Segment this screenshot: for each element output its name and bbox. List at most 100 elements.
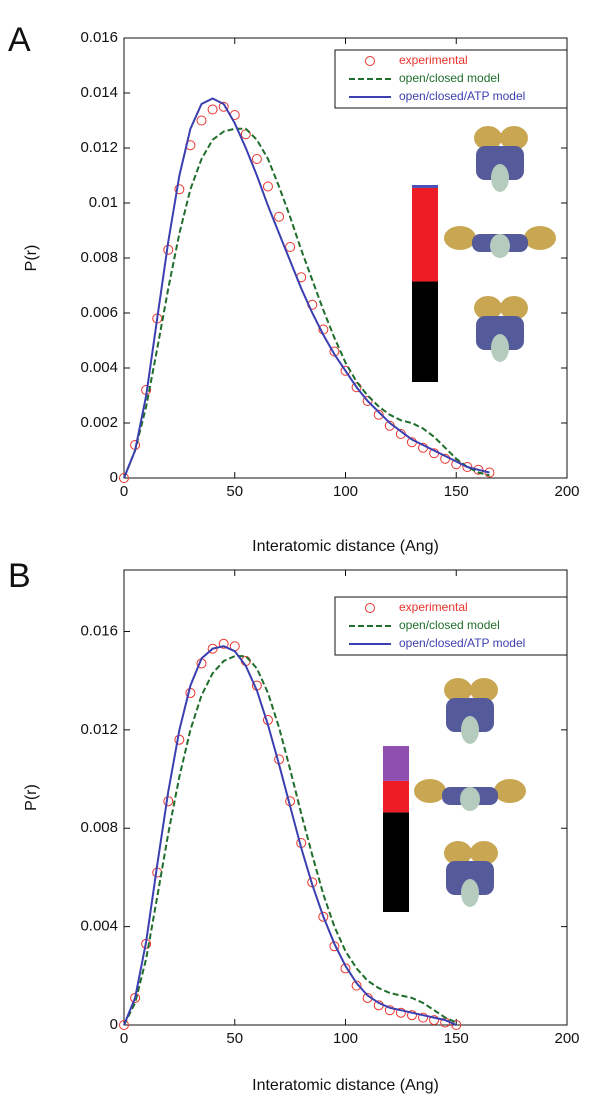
data-point [351,980,362,991]
y-tick-label: 0.008 [80,819,118,836]
inset-bar-segment [412,185,438,188]
x-axis-label: Interatomic distance (Ang) [252,538,439,555]
series-line [123,655,457,1026]
x-tick-label: 0 [120,483,128,500]
molecule-part [524,226,556,250]
x-tick-label: 150 [444,1030,469,1047]
molecule-part [461,879,479,907]
data-point [218,101,229,112]
series-line [123,645,457,1026]
inset-bar-segment [383,812,409,912]
panel-label: A [8,21,31,59]
legend-marker [365,603,375,613]
y-tick-label: 0.004 [80,918,118,935]
molecule-part [460,787,480,811]
y-axis-label: P(r) [23,784,40,811]
panel-label: B [8,557,31,595]
molecule-image [414,779,526,811]
data-point [373,409,384,420]
x-tick-label: 150 [444,483,469,500]
molecule-part [470,841,498,865]
legend-text: open/closed model [399,618,500,632]
data-point [251,154,262,164]
molecule-part [474,296,502,320]
y-axis-label: P(r) [23,245,40,272]
y-tick-label: 0 [110,469,118,486]
molecule-part [446,861,494,895]
y-tick-label: 0.004 [80,359,118,376]
data-point [318,911,329,922]
molecule-part [491,164,509,192]
molecule-image [474,126,528,192]
inset-bar-segment [412,281,438,382]
data-point [119,473,129,483]
legend-text: experimental [399,53,468,67]
data-point [119,1020,129,1030]
y-tick-label: 0.016 [80,622,118,639]
data-point [451,1020,462,1030]
y-tick-label: 0.014 [80,84,118,101]
inset-bar-segment [412,187,438,282]
data-point [285,242,296,252]
data-point [262,181,273,192]
legend-text: open/closed model [399,71,500,85]
data-point [207,104,218,115]
legend-marker [365,56,375,66]
molecule-part [446,698,494,732]
molecule-image [474,296,528,362]
x-tick-label: 0 [120,1030,128,1047]
y-tick-label: 0.01 [89,194,118,211]
molecule-part [500,296,528,320]
data-point [406,1010,417,1021]
molecule-part [444,226,476,250]
molecule-part [476,316,524,350]
molecule-part [474,126,502,150]
y-tick-label: 0.012 [80,721,118,738]
molecule-image [444,678,498,744]
molecule-part [476,146,524,180]
x-tick-label: 200 [554,1030,579,1047]
molecule-part [490,234,510,258]
molecule-part [461,716,479,744]
molecule-image [444,226,556,258]
data-point [174,184,185,195]
y-tick-label: 0.006 [80,304,118,321]
series-line [123,127,490,479]
molecule-part [444,841,472,865]
molecule-part [494,779,526,803]
data-point [462,462,473,472]
molecule-part [470,678,498,702]
y-tick-label: 0 [110,1016,118,1033]
legend-text: open/closed/ATP model [399,636,525,650]
molecule-part [444,678,472,702]
data-point [362,396,373,406]
x-tick-label: 50 [226,483,243,500]
legend-box [334,596,568,656]
molecule-image [444,841,498,907]
molecule-part [491,334,509,362]
y-tick-label: 0.002 [80,414,118,431]
data-point [395,1007,406,1018]
y-tick-label: 0.012 [80,139,118,156]
legend-text: experimental [399,600,468,614]
x-tick-label: 100 [333,483,358,500]
x-tick-label: 100 [333,1030,358,1047]
data-point [218,638,229,649]
molecule-part [500,126,528,150]
molecule-part [414,779,446,803]
x-axis-label: Interatomic distance (Ang) [252,1077,439,1094]
data-point [384,1005,395,1016]
x-tick-label: 200 [554,483,579,500]
data-point [274,211,285,222]
y-tick-label: 0.016 [80,29,118,46]
legend-text: open/closed/ATP model [399,89,525,103]
series-line [123,97,490,479]
data-point [484,467,495,478]
data-point [196,115,207,126]
inset-bar-segment [383,746,409,781]
legend-box [334,49,568,109]
inset-bar-segment [383,780,409,813]
y-tick-label: 0.008 [80,249,118,266]
x-tick-label: 50 [226,1030,243,1047]
